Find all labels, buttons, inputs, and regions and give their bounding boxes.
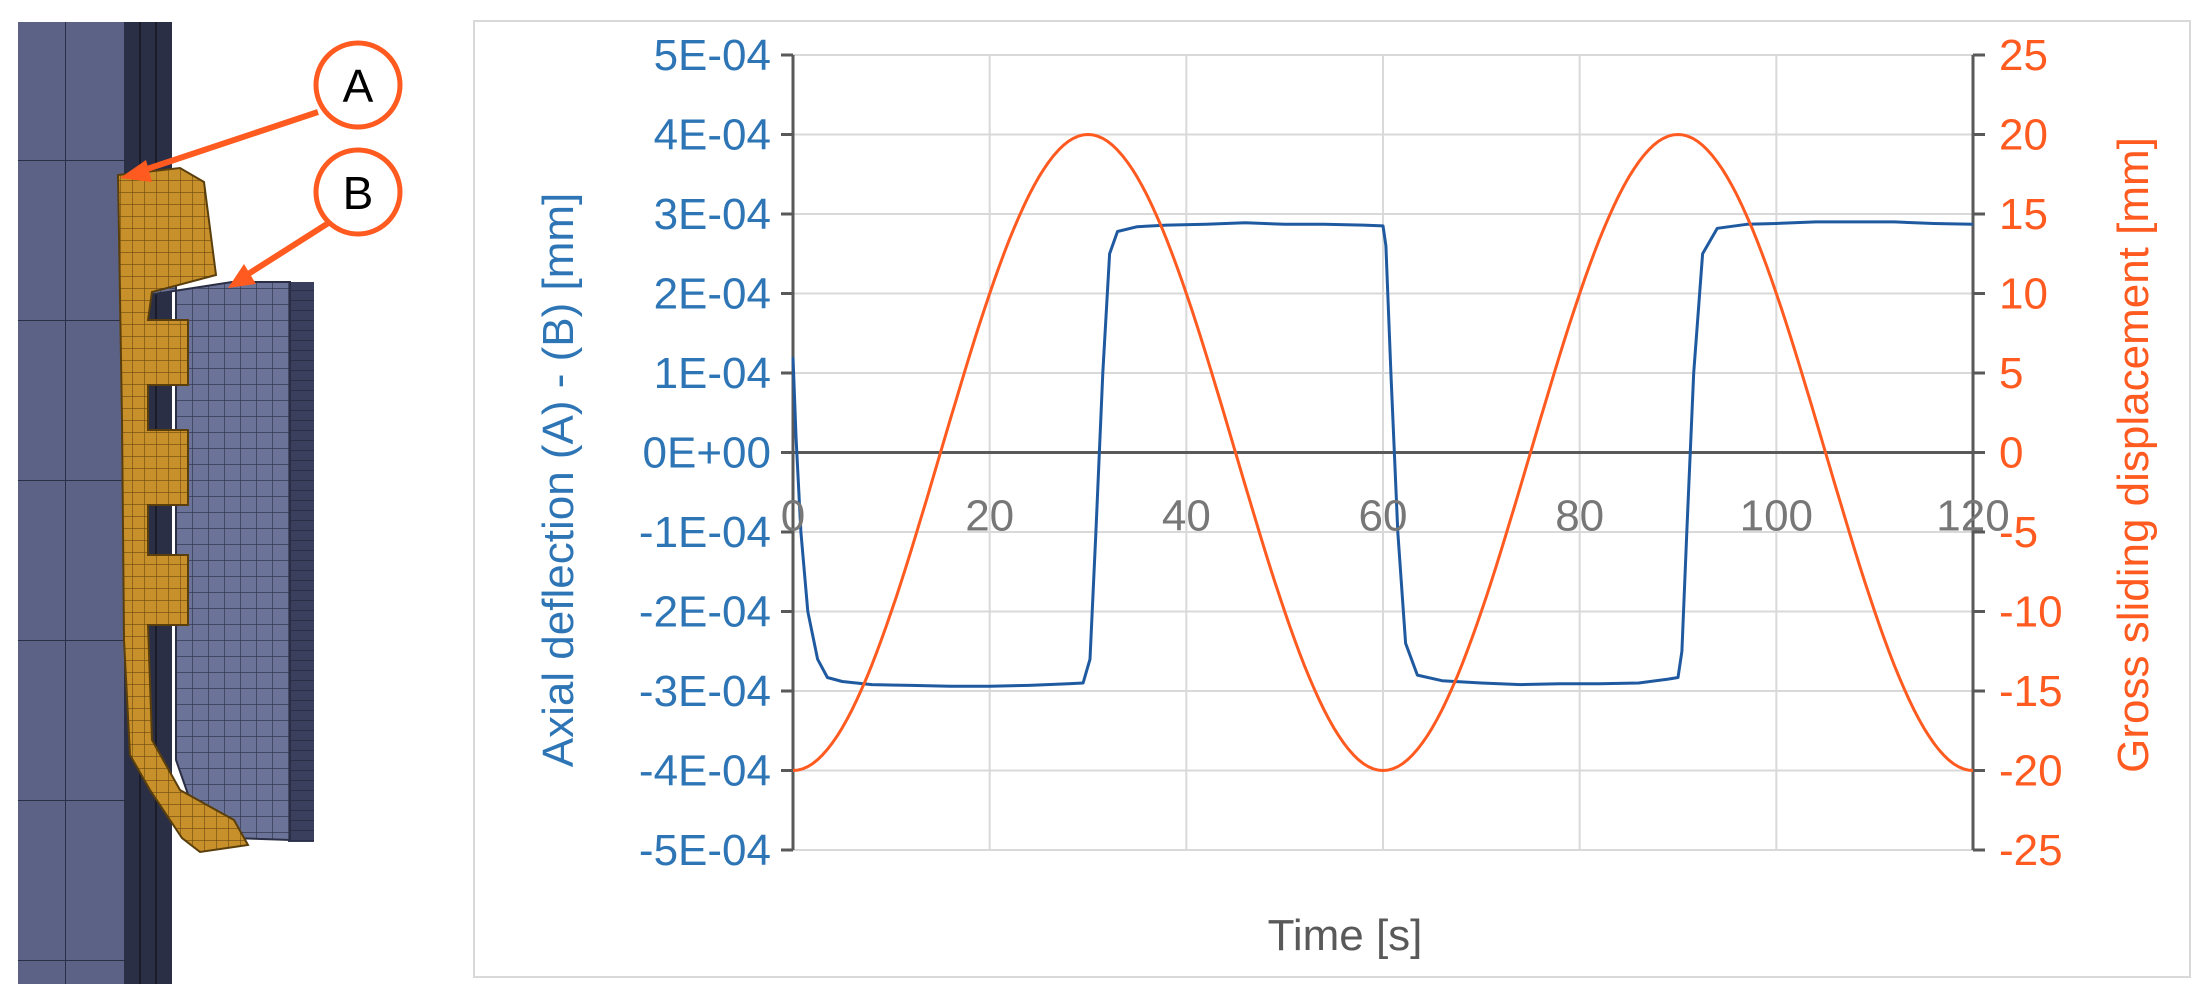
right-tick-label: 25 [1999, 31, 2048, 80]
ring-strip [288, 282, 314, 842]
left-tick-label: -3E-04 [639, 667, 771, 716]
x-tick-label: 40 [1162, 492, 1211, 541]
right-tick-label: 20 [1999, 111, 2048, 160]
callout-b: B [228, 147, 403, 288]
right-tick-label: 10 [1999, 270, 2048, 319]
left-tick-label: 5E-04 [654, 31, 771, 80]
axial-deflection-line [791, 220, 1974, 688]
x-tick-label: 80 [1555, 492, 1604, 541]
series-lines [791, 133, 1974, 772]
right-tick-label: 5 [1999, 349, 2023, 398]
gross-sliding-displacement-line [792, 133, 1974, 772]
seal-body [116, 166, 250, 854]
right-tick-label: 15 [1999, 190, 2048, 239]
right-tick-label: 0 [1999, 429, 2023, 478]
right-tick-label: -15 [1999, 667, 2063, 716]
left-tick-label: 1E-04 [654, 349, 771, 398]
x-axis-title: Time [s] [1268, 911, 1423, 960]
callout-a: A [120, 40, 403, 182]
right-tick-label: -20 [1999, 747, 2063, 796]
left-tick-label: 2E-04 [654, 270, 771, 319]
right-tick-label: -5 [1999, 508, 2038, 557]
left-tick-label: 4E-04 [654, 111, 771, 160]
right-y-axis-title: Gross sliding displacement [mm] [2109, 137, 2158, 773]
x-tick-label: 120 [1936, 492, 2009, 541]
mesh-illustration: A B [18, 22, 403, 984]
x-tick-label: 60 [1359, 492, 1408, 541]
left-tick-label: -2E-04 [639, 588, 771, 637]
left-tick-label: 0E+00 [643, 429, 771, 478]
right-tick-label: -10 [1999, 588, 2063, 637]
shaft-mesh [18, 22, 128, 984]
left-tick-label: 3E-04 [654, 190, 771, 239]
left-tick-label: -5E-04 [639, 826, 771, 875]
right-tick-label: -25 [1999, 826, 2063, 875]
callout-a-label: A [343, 60, 374, 112]
x-tick-label: 100 [1740, 492, 1813, 541]
axes [781, 53, 1985, 852]
left-y-axis-title: Axial deflection (A) - (B) [mm] [534, 193, 583, 768]
left-tick-label: -1E-04 [639, 508, 771, 557]
x-tick-label: 20 [965, 492, 1014, 541]
x-tick-label: 0 [781, 492, 805, 541]
left-tick-label: -4E-04 [639, 747, 771, 796]
callout-b-label: B [343, 167, 374, 219]
chart-frame [473, 20, 2191, 978]
